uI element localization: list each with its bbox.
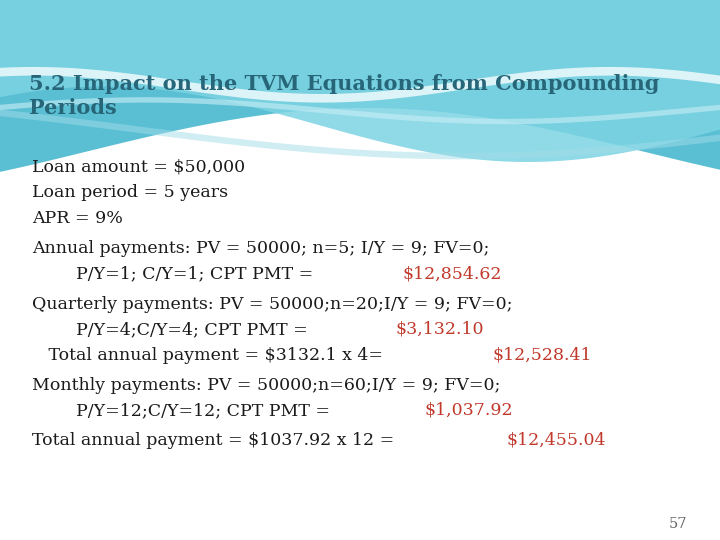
Text: Annual payments: PV = 50000; n=5; I/Y = 9; FV=0;: Annual payments: PV = 50000; n=5; I/Y = …: [32, 240, 490, 257]
Text: Quarterly payments: PV = 50000;n=20;I/Y = 9; FV=0;: Quarterly payments: PV = 50000;n=20;I/Y …: [32, 295, 513, 313]
Polygon shape: [0, 67, 720, 103]
Text: $12,854.62: $12,854.62: [402, 265, 502, 282]
Polygon shape: [0, 97, 720, 124]
Text: $12,528.41: $12,528.41: [492, 347, 592, 364]
Text: 5.2 Impact on the TVM Equations from Compounding: 5.2 Impact on the TVM Equations from Com…: [29, 73, 660, 94]
Text: Loan amount = $50,000: Loan amount = $50,000: [32, 159, 246, 176]
Text: Monthly payments: PV = 50000;n=60;I/Y = 9; FV=0;: Monthly payments: PV = 50000;n=60;I/Y = …: [32, 376, 501, 394]
Text: Total annual payment = $1037.92 x 12 =: Total annual payment = $1037.92 x 12 =: [32, 431, 400, 449]
Text: Loan period = 5 years: Loan period = 5 years: [32, 184, 228, 201]
Polygon shape: [0, 0, 720, 172]
Text: Periods: Periods: [29, 98, 117, 118]
Text: 57: 57: [669, 517, 688, 531]
Polygon shape: [0, 0, 720, 162]
Text: $12,455.04: $12,455.04: [507, 431, 606, 449]
Text: APR = 9%: APR = 9%: [32, 210, 123, 227]
Text: $3,132.10: $3,132.10: [395, 321, 484, 338]
Text: P/Y=12;C/Y=12; CPT PMT =: P/Y=12;C/Y=12; CPT PMT =: [32, 402, 336, 419]
Text: P/Y=4;C/Y=4; CPT PMT =: P/Y=4;C/Y=4; CPT PMT =: [32, 321, 314, 338]
Text: Total annual payment = $3132.1 x 4=: Total annual payment = $3132.1 x 4=: [32, 347, 389, 364]
Text: $1,037.92: $1,037.92: [424, 402, 513, 419]
Polygon shape: [0, 110, 720, 159]
Text: P/Y=1; C/Y=1; CPT PMT =: P/Y=1; C/Y=1; CPT PMT =: [32, 265, 319, 282]
